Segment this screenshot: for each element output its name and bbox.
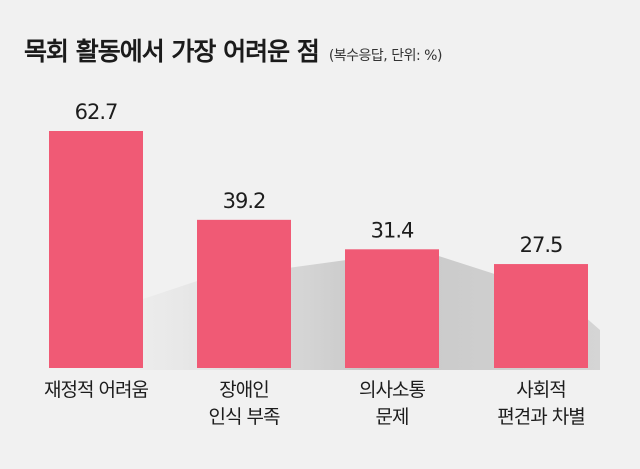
value-label-1: 62.7 — [75, 100, 118, 124]
value-label-3: 31.4 — [371, 218, 414, 242]
category-label-4-line-2: 편견과 차별 — [497, 406, 584, 428]
bar-4 — [494, 264, 588, 368]
chart-subtitle: (복수응답, 단위: %) — [328, 48, 443, 64]
category-label-2-line-2: 인식 부족 — [209, 406, 280, 428]
value-label-2: 39.2 — [223, 189, 266, 213]
chart-title: 목회 활동에서 가장 어려운 점 — [24, 37, 320, 66]
value-label-4: 27.5 — [520, 233, 563, 257]
category-label-3-line-1: 의사소통 — [359, 379, 425, 401]
category-label-2-line-1: 장애인 — [219, 379, 268, 401]
bar-1 — [49, 131, 143, 368]
bar-2 — [197, 219, 291, 368]
category-label-1-line-1: 재정적 어려움 — [44, 379, 148, 401]
category-label-4-line-1: 사회적 — [516, 379, 565, 401]
bar-3 — [345, 249, 439, 368]
title-block: 목회 활동에서 가장 어려운 점 (복수응답, 단위: %) — [24, 32, 442, 68]
category-label-3-line-2: 문제 — [376, 406, 409, 428]
